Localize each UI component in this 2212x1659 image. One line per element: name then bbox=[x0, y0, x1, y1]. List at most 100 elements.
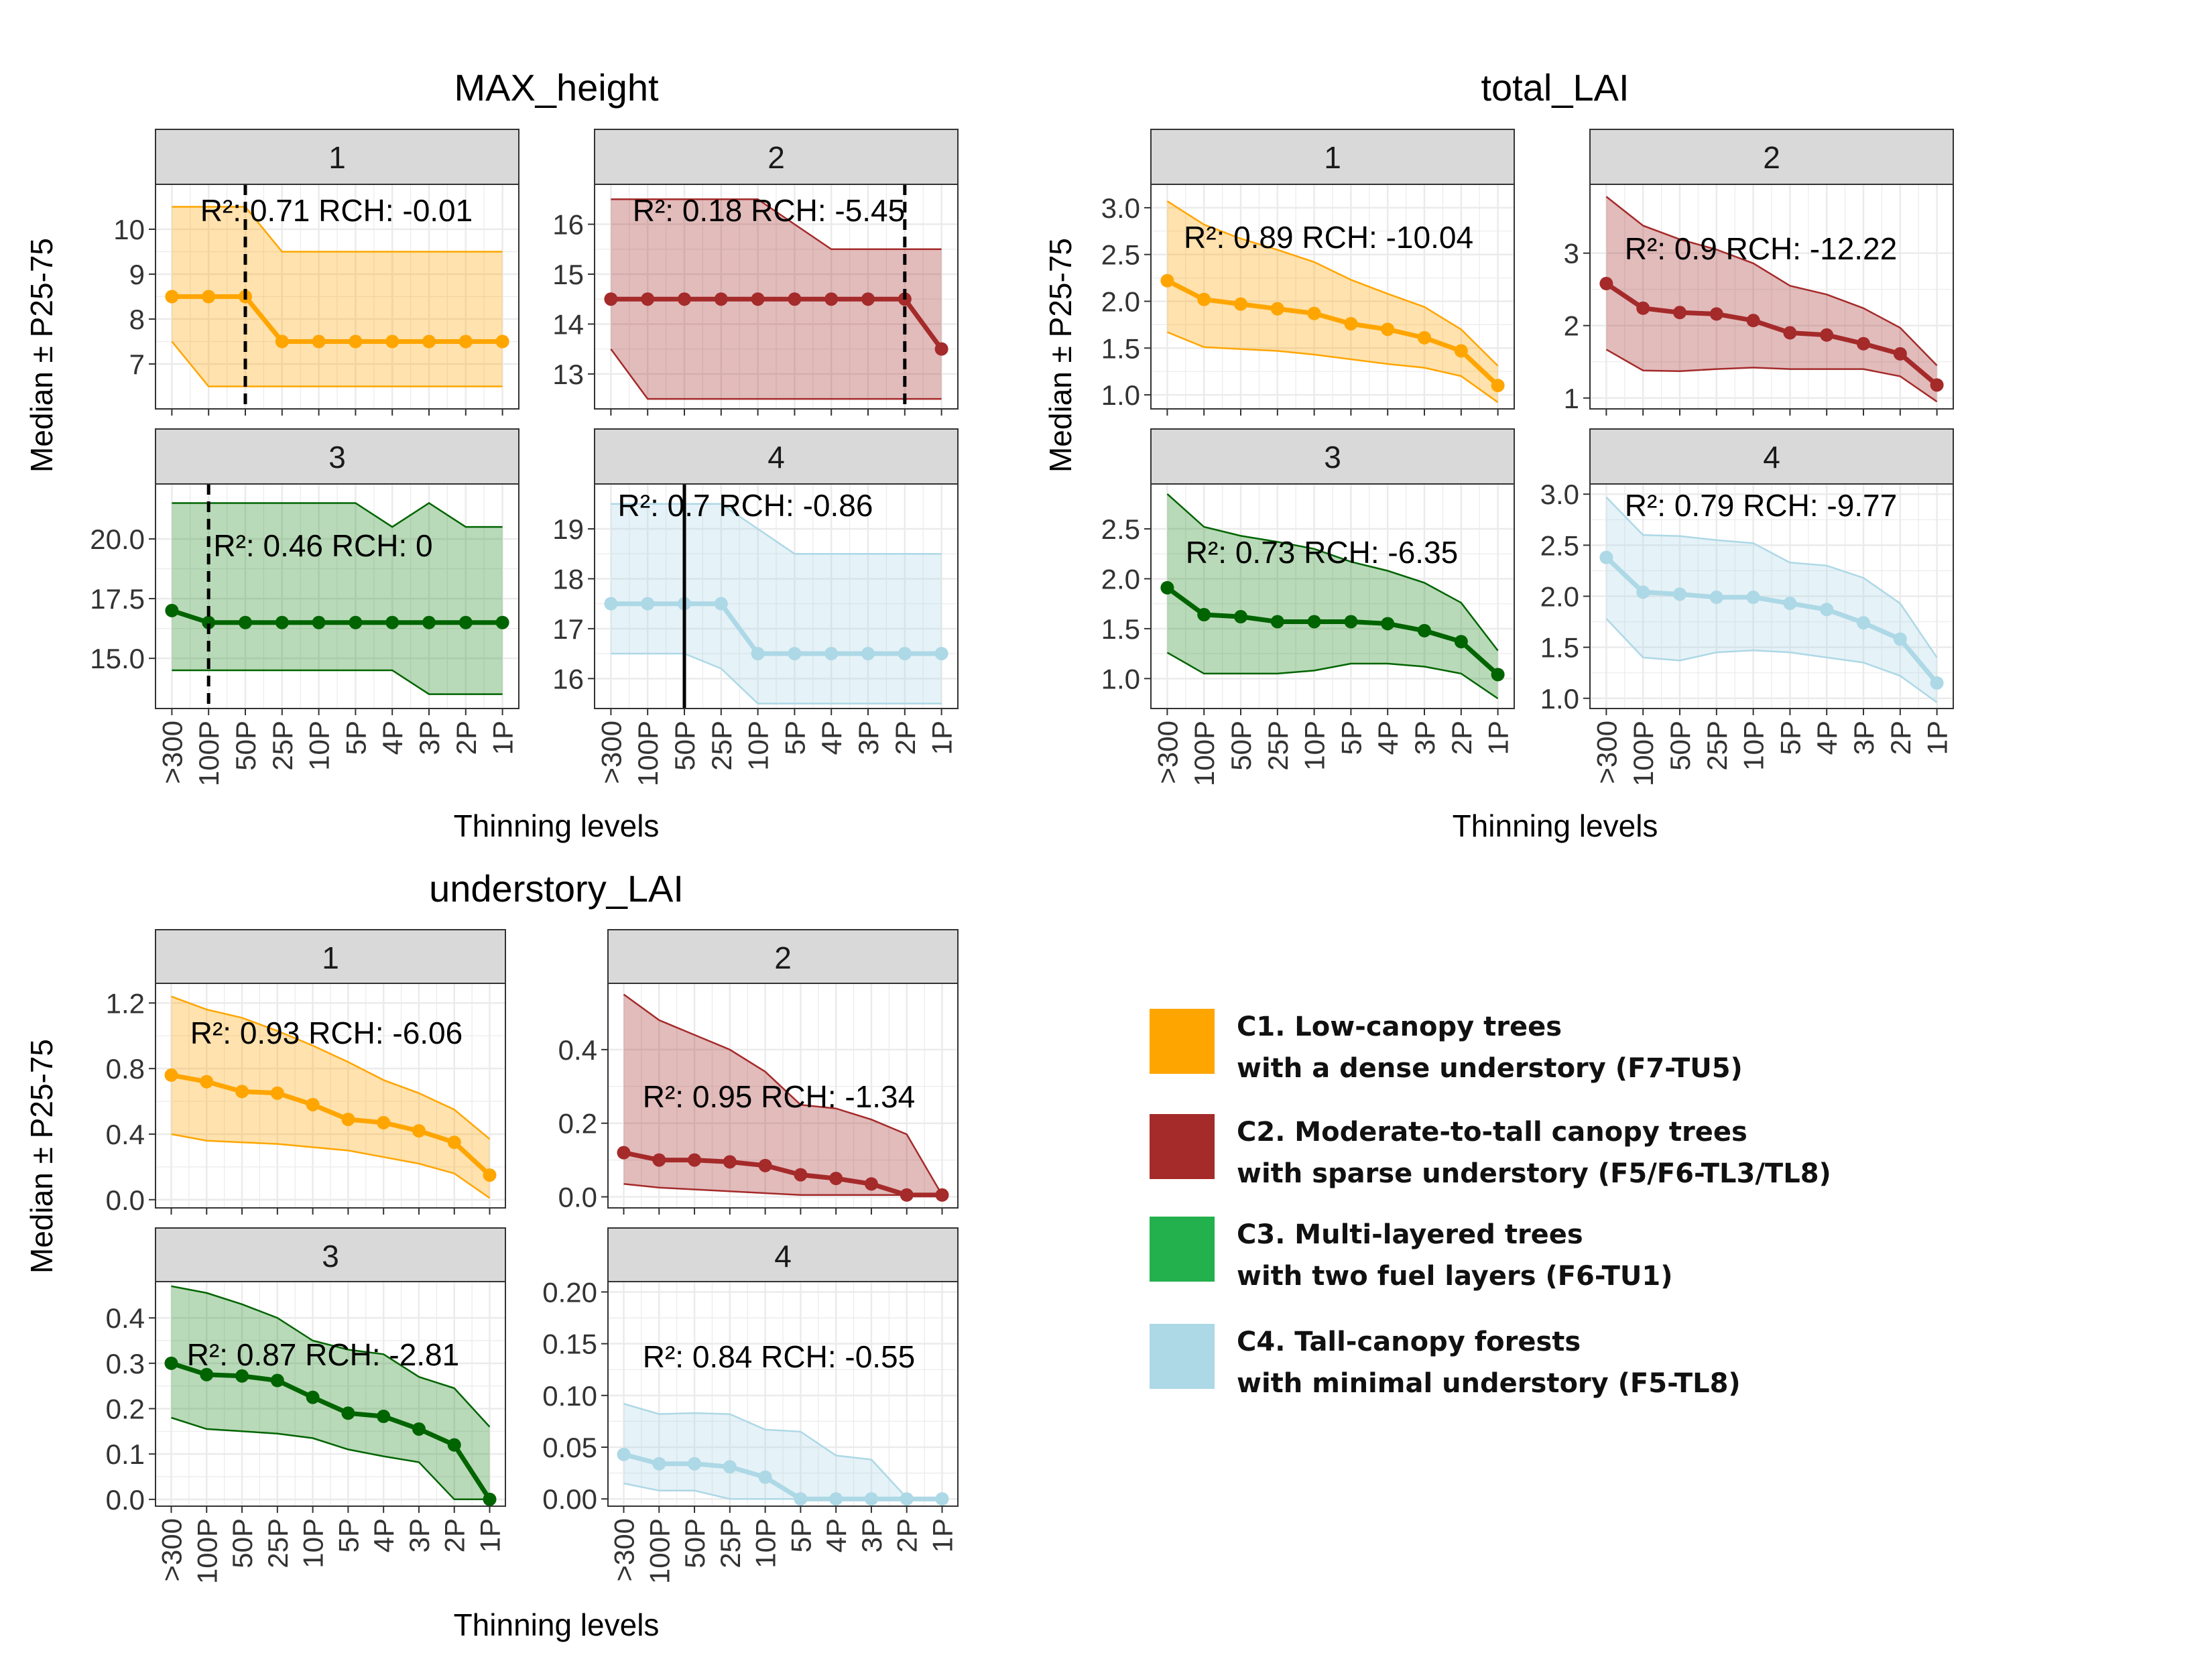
median-point bbox=[898, 647, 912, 661]
facet-strip-label: 4 bbox=[767, 440, 785, 475]
median-point bbox=[275, 334, 289, 349]
legend-item-c1: C1. Low-canopy trees with a dense unders… bbox=[1150, 1009, 2021, 1084]
p75-line bbox=[172, 206, 503, 253]
facet-strip bbox=[155, 929, 506, 985]
median-point bbox=[861, 292, 875, 306]
p75-line bbox=[171, 995, 491, 1140]
median-point bbox=[864, 1177, 878, 1191]
median-point bbox=[458, 615, 473, 629]
panel-2: 2 R²: 0.9 RCH: -12.22 1 2 3 bbox=[1564, 129, 1954, 416]
panel-annotation: R²: 0.87 RCH: -2.81 bbox=[187, 1337, 459, 1372]
median-point bbox=[1233, 297, 1247, 311]
facet-strip bbox=[594, 428, 959, 485]
median-point bbox=[235, 1369, 249, 1383]
x-tick-label: 1P bbox=[487, 721, 519, 755]
median-point bbox=[349, 615, 363, 629]
panel-annotation: R²: 0.7 RCH: -0.86 bbox=[618, 488, 873, 523]
x-tick-label: 2P bbox=[1446, 721, 1477, 755]
legend-label-c2-line2: with sparse understory (F5/F6-TL3/TL8) bbox=[1237, 1158, 1831, 1189]
y-tick-label: 2.0 bbox=[1540, 581, 1579, 613]
p25-line bbox=[611, 652, 942, 704]
x-tick-label: 2P bbox=[892, 1518, 923, 1552]
legend-label-c2-line1: C2. Moderate-to-tall canopy trees bbox=[1237, 1117, 1747, 1148]
x-tick-label: 3P bbox=[1409, 721, 1440, 755]
p25-line bbox=[171, 1133, 491, 1199]
median-point bbox=[794, 1492, 808, 1506]
y-tick-label: 8 bbox=[129, 304, 145, 335]
chart-total-lai: total_LAI Median ± P25-75 Thinning levels 1… bbox=[1043, 66, 1954, 843]
median-point bbox=[1820, 603, 1834, 617]
chart-title: understory_LAI bbox=[429, 867, 684, 910]
median-line bbox=[623, 1150, 942, 1198]
x-tick-label: 1P bbox=[475, 1518, 506, 1552]
facet-strip bbox=[607, 929, 959, 985]
median-point bbox=[723, 1460, 737, 1474]
legend-swatch-c3 bbox=[1150, 1217, 1215, 1282]
median-point bbox=[238, 615, 252, 629]
panel-border bbox=[155, 184, 519, 410]
y-tick-label: 1.0 bbox=[1101, 663, 1140, 694]
x-tick-label: 4P bbox=[816, 721, 847, 755]
median-point bbox=[900, 1492, 914, 1506]
facet-strip bbox=[155, 1227, 506, 1284]
median-point bbox=[1599, 550, 1613, 564]
y-axis-label: Median ± P25-75 bbox=[24, 1039, 59, 1274]
y-tick-label: 0.20 bbox=[542, 1276, 597, 1308]
median-point bbox=[900, 1188, 914, 1202]
median-point bbox=[604, 292, 618, 306]
facet-strip-label: 1 bbox=[322, 940, 339, 975]
median-point bbox=[202, 290, 216, 304]
panel-2: 2 R²: 0.95 RCH: -1.34 0.0 0.2 0.4 bbox=[558, 929, 959, 1215]
median-point bbox=[341, 1112, 355, 1126]
x-tick-label: 4P bbox=[377, 721, 408, 755]
panel-4: 4 R²: 0.7 RCH: -0.86 16 17 18 19 >300 100P 50P 25… bbox=[552, 428, 959, 786]
x-tick-label: 4P bbox=[368, 1518, 400, 1552]
p75-line bbox=[171, 1285, 491, 1428]
y-tick-label: 19 bbox=[552, 513, 584, 545]
legend-label-c1-line2: with a dense understory (F7-TU5) bbox=[1237, 1053, 1743, 1084]
median-point bbox=[422, 615, 436, 629]
panel-border bbox=[594, 184, 959, 410]
panel-4: 4R²: 0.79 RCH: -9.771.01.52.02.53.0>300 1… bbox=[1540, 428, 1954, 786]
panel-annotation: R²: 0.9 RCH: -12.22 bbox=[1625, 231, 1897, 266]
y-tick-label: 3 bbox=[1564, 238, 1579, 269]
facet-strip-label: 4 bbox=[1763, 440, 1780, 475]
panel-border bbox=[1589, 184, 1954, 410]
p25-line bbox=[1605, 618, 1938, 703]
y-tick-label: 13 bbox=[552, 359, 584, 390]
p25-line bbox=[1605, 349, 1938, 403]
y-tick-label: 0.0 bbox=[558, 1182, 597, 1213]
median-point bbox=[758, 1470, 772, 1484]
median-point bbox=[1491, 668, 1505, 682]
facet-strip bbox=[607, 1227, 959, 1284]
p75-line bbox=[623, 993, 943, 1196]
median-point bbox=[1160, 580, 1174, 595]
x-tick-label: 25P bbox=[715, 1518, 746, 1569]
median-point bbox=[385, 615, 400, 629]
panel-border bbox=[155, 483, 519, 709]
y-tick-label: 1.2 bbox=[106, 987, 145, 1019]
median-point bbox=[200, 1074, 214, 1089]
panel-annotation: R²: 0.84 RCH: -0.55 bbox=[643, 1339, 915, 1374]
iqr-ribbon bbox=[171, 996, 490, 1199]
legend-label-c1-line1: C1. Low-canopy trees bbox=[1237, 1011, 1562, 1042]
median-line bbox=[171, 608, 503, 625]
y-tick-label: 2.5 bbox=[1101, 513, 1140, 545]
y-tick-label: 0.4 bbox=[106, 1119, 145, 1150]
median-line bbox=[172, 294, 503, 344]
y-tick-label: 14 bbox=[552, 308, 584, 340]
panel-annotation: R²: 0.46 RCH: 0 bbox=[213, 528, 432, 563]
median-point bbox=[934, 647, 948, 661]
legend-swatch-c2 bbox=[1150, 1114, 1215, 1179]
median-point bbox=[677, 292, 691, 306]
median-point bbox=[829, 1492, 843, 1506]
legend-label-c3: C3. Multi-layered trees with two fuel la… bbox=[1237, 1214, 1673, 1297]
x-tick-label: 50P bbox=[679, 1518, 711, 1569]
y-tick-label: 1.5 bbox=[1101, 613, 1140, 645]
median-point bbox=[1672, 306, 1686, 320]
x-tick-label: >300 bbox=[156, 1518, 187, 1582]
iqr-ribbon bbox=[1606, 196, 1937, 402]
median-point bbox=[447, 1438, 461, 1452]
median-line bbox=[611, 296, 944, 351]
facet-strip-label: 2 bbox=[1763, 140, 1780, 175]
